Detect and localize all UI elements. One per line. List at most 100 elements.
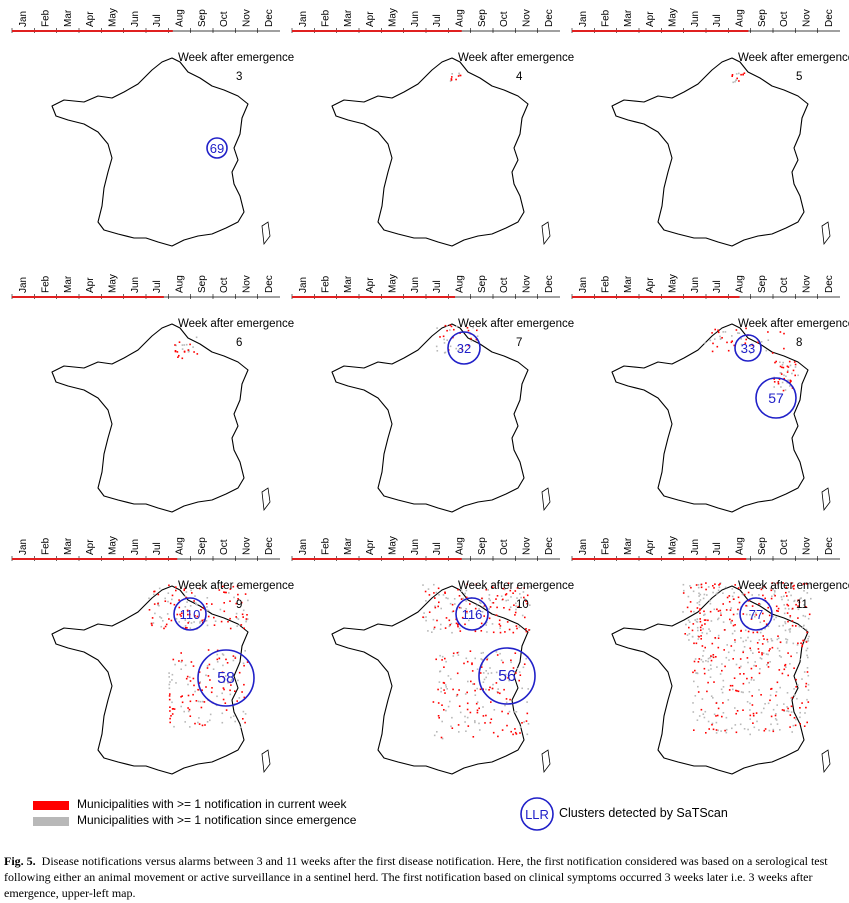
municipality-current-week: [475, 702, 478, 705]
municipality-since-emergence: [784, 607, 787, 610]
france-map-outline: [611, 57, 809, 247]
municipality-since-emergence: [711, 722, 714, 725]
municipality-since-emergence: [731, 727, 733, 730]
timeline-month-label: Jul: [712, 14, 723, 27]
municipality-since-emergence: [797, 608, 800, 611]
municipality-current-week: [188, 708, 191, 711]
municipality-current-week: [757, 341, 759, 344]
municipality-current-week: [701, 645, 704, 647]
municipality-since-emergence: [789, 616, 791, 619]
timeline-month-label: Aug: [175, 275, 186, 293]
municipality-current-week: [444, 657, 446, 660]
municipality-current-week: [514, 611, 517, 614]
municipality-since-emergence: [527, 723, 530, 725]
municipality-since-emergence: [168, 676, 170, 678]
municipality-current-week: [229, 617, 231, 620]
municipality-since-emergence: [162, 620, 164, 622]
municipality-current-week: [148, 609, 151, 611]
municipality-current-week: [178, 354, 180, 357]
municipality-since-emergence: [765, 349, 768, 352]
municipality-current-week: [524, 616, 526, 619]
municipality-current-week: [747, 591, 750, 594]
municipality-since-emergence: [733, 649, 735, 652]
municipality-current-week: [703, 619, 706, 621]
municipality-since-emergence: [731, 335, 733, 337]
municipality-current-week: [451, 76, 453, 78]
municipality-since-emergence: [519, 593, 521, 595]
municipality-current-week: [805, 685, 807, 688]
municipality-current-week: [712, 654, 715, 656]
municipality-since-emergence: [221, 712, 224, 715]
municipality-since-emergence: [199, 620, 201, 623]
legend-swatch-since-emergence: [33, 817, 69, 826]
municipality-current-week: [794, 724, 797, 727]
municipality-current-week: [710, 659, 713, 662]
municipality-current-week: [793, 584, 795, 587]
municipality-since-emergence: [465, 600, 467, 602]
municipality-current-week: [700, 708, 703, 711]
municipality-since-emergence: [786, 381, 789, 384]
municipality-current-week: [722, 702, 724, 704]
municipality-current-week: [797, 642, 799, 645]
municipality-current-week: [434, 597, 436, 599]
municipality-since-emergence: [464, 592, 466, 595]
map-panel-week-10: Jan Feb Mar Apr May Jun Jul Aug Sep Oct Nov Dec 116 5…: [291, 528, 574, 790]
municipality-current-week: [770, 715, 773, 718]
municipality-current-week: [150, 622, 153, 625]
municipality-current-week: [469, 603, 471, 605]
municipality-since-emergence: [185, 591, 188, 593]
municipality-current-week: [205, 686, 207, 688]
municipality-current-week: [794, 374, 796, 377]
municipality-current-week: [187, 349, 190, 351]
municipality-current-week: [760, 588, 763, 591]
municipality-since-emergence: [787, 379, 789, 381]
municipality-current-week: [183, 589, 185, 592]
municipality-since-emergence: [733, 630, 736, 632]
municipality-since-emergence: [200, 620, 203, 622]
caption-label: Fig. 5.: [4, 854, 36, 868]
municipality-current-week: [479, 672, 482, 674]
municipality-current-week: [789, 615, 792, 617]
municipality-since-emergence: [523, 721, 525, 723]
panel-week-number: 5: [796, 71, 803, 83]
municipality-current-week: [175, 589, 177, 592]
municipality-current-week: [216, 649, 219, 652]
timeline-month-label: Mar: [63, 537, 74, 555]
municipality-since-emergence: [775, 616, 777, 619]
timeline-month-label: Mar: [63, 9, 74, 27]
municipality-since-emergence: [748, 691, 751, 693]
municipality-since-emergence: [789, 385, 791, 387]
municipality-since-emergence: [799, 658, 801, 661]
map-panel-week-5: Jan Feb Mar Apr May Jun Jul Aug Sep Oct Nov Dec Week…: [571, 0, 849, 262]
france-map-outline: [51, 323, 249, 513]
municipality-since-emergence: [806, 698, 808, 701]
municipality-since-emergence: [196, 603, 198, 606]
municipality-since-emergence: [749, 345, 752, 347]
municipality-current-week: [192, 665, 195, 667]
municipality-since-emergence: [794, 366, 797, 368]
municipality-current-week: [512, 733, 514, 736]
municipality-since-emergence: [734, 724, 737, 726]
municipality-since-emergence: [189, 726, 191, 728]
municipality-since-emergence: [786, 692, 789, 694]
municipality-current-week: [207, 615, 210, 618]
municipality-current-week: [178, 599, 180, 601]
municipality-current-week: [504, 631, 506, 633]
municipality-since-emergence: [488, 608, 490, 610]
municipality-current-week: [514, 614, 516, 616]
municipality-since-emergence: [233, 596, 235, 599]
municipality-current-week: [243, 696, 246, 699]
municipality-since-emergence: [704, 613, 706, 616]
municipality-current-week: [715, 715, 717, 717]
municipality-since-emergence: [754, 661, 756, 663]
municipality-since-emergence: [780, 596, 783, 598]
municipality-current-week: [225, 591, 227, 594]
timeline-month-label: Apr: [365, 11, 376, 27]
municipality-current-week: [235, 602, 238, 605]
municipality-current-week: [157, 593, 160, 596]
municipality-current-week: [791, 607, 794, 610]
municipality-since-emergence: [482, 651, 484, 654]
municipality-since-emergence: [474, 657, 476, 660]
municipality-current-week: [731, 74, 734, 76]
